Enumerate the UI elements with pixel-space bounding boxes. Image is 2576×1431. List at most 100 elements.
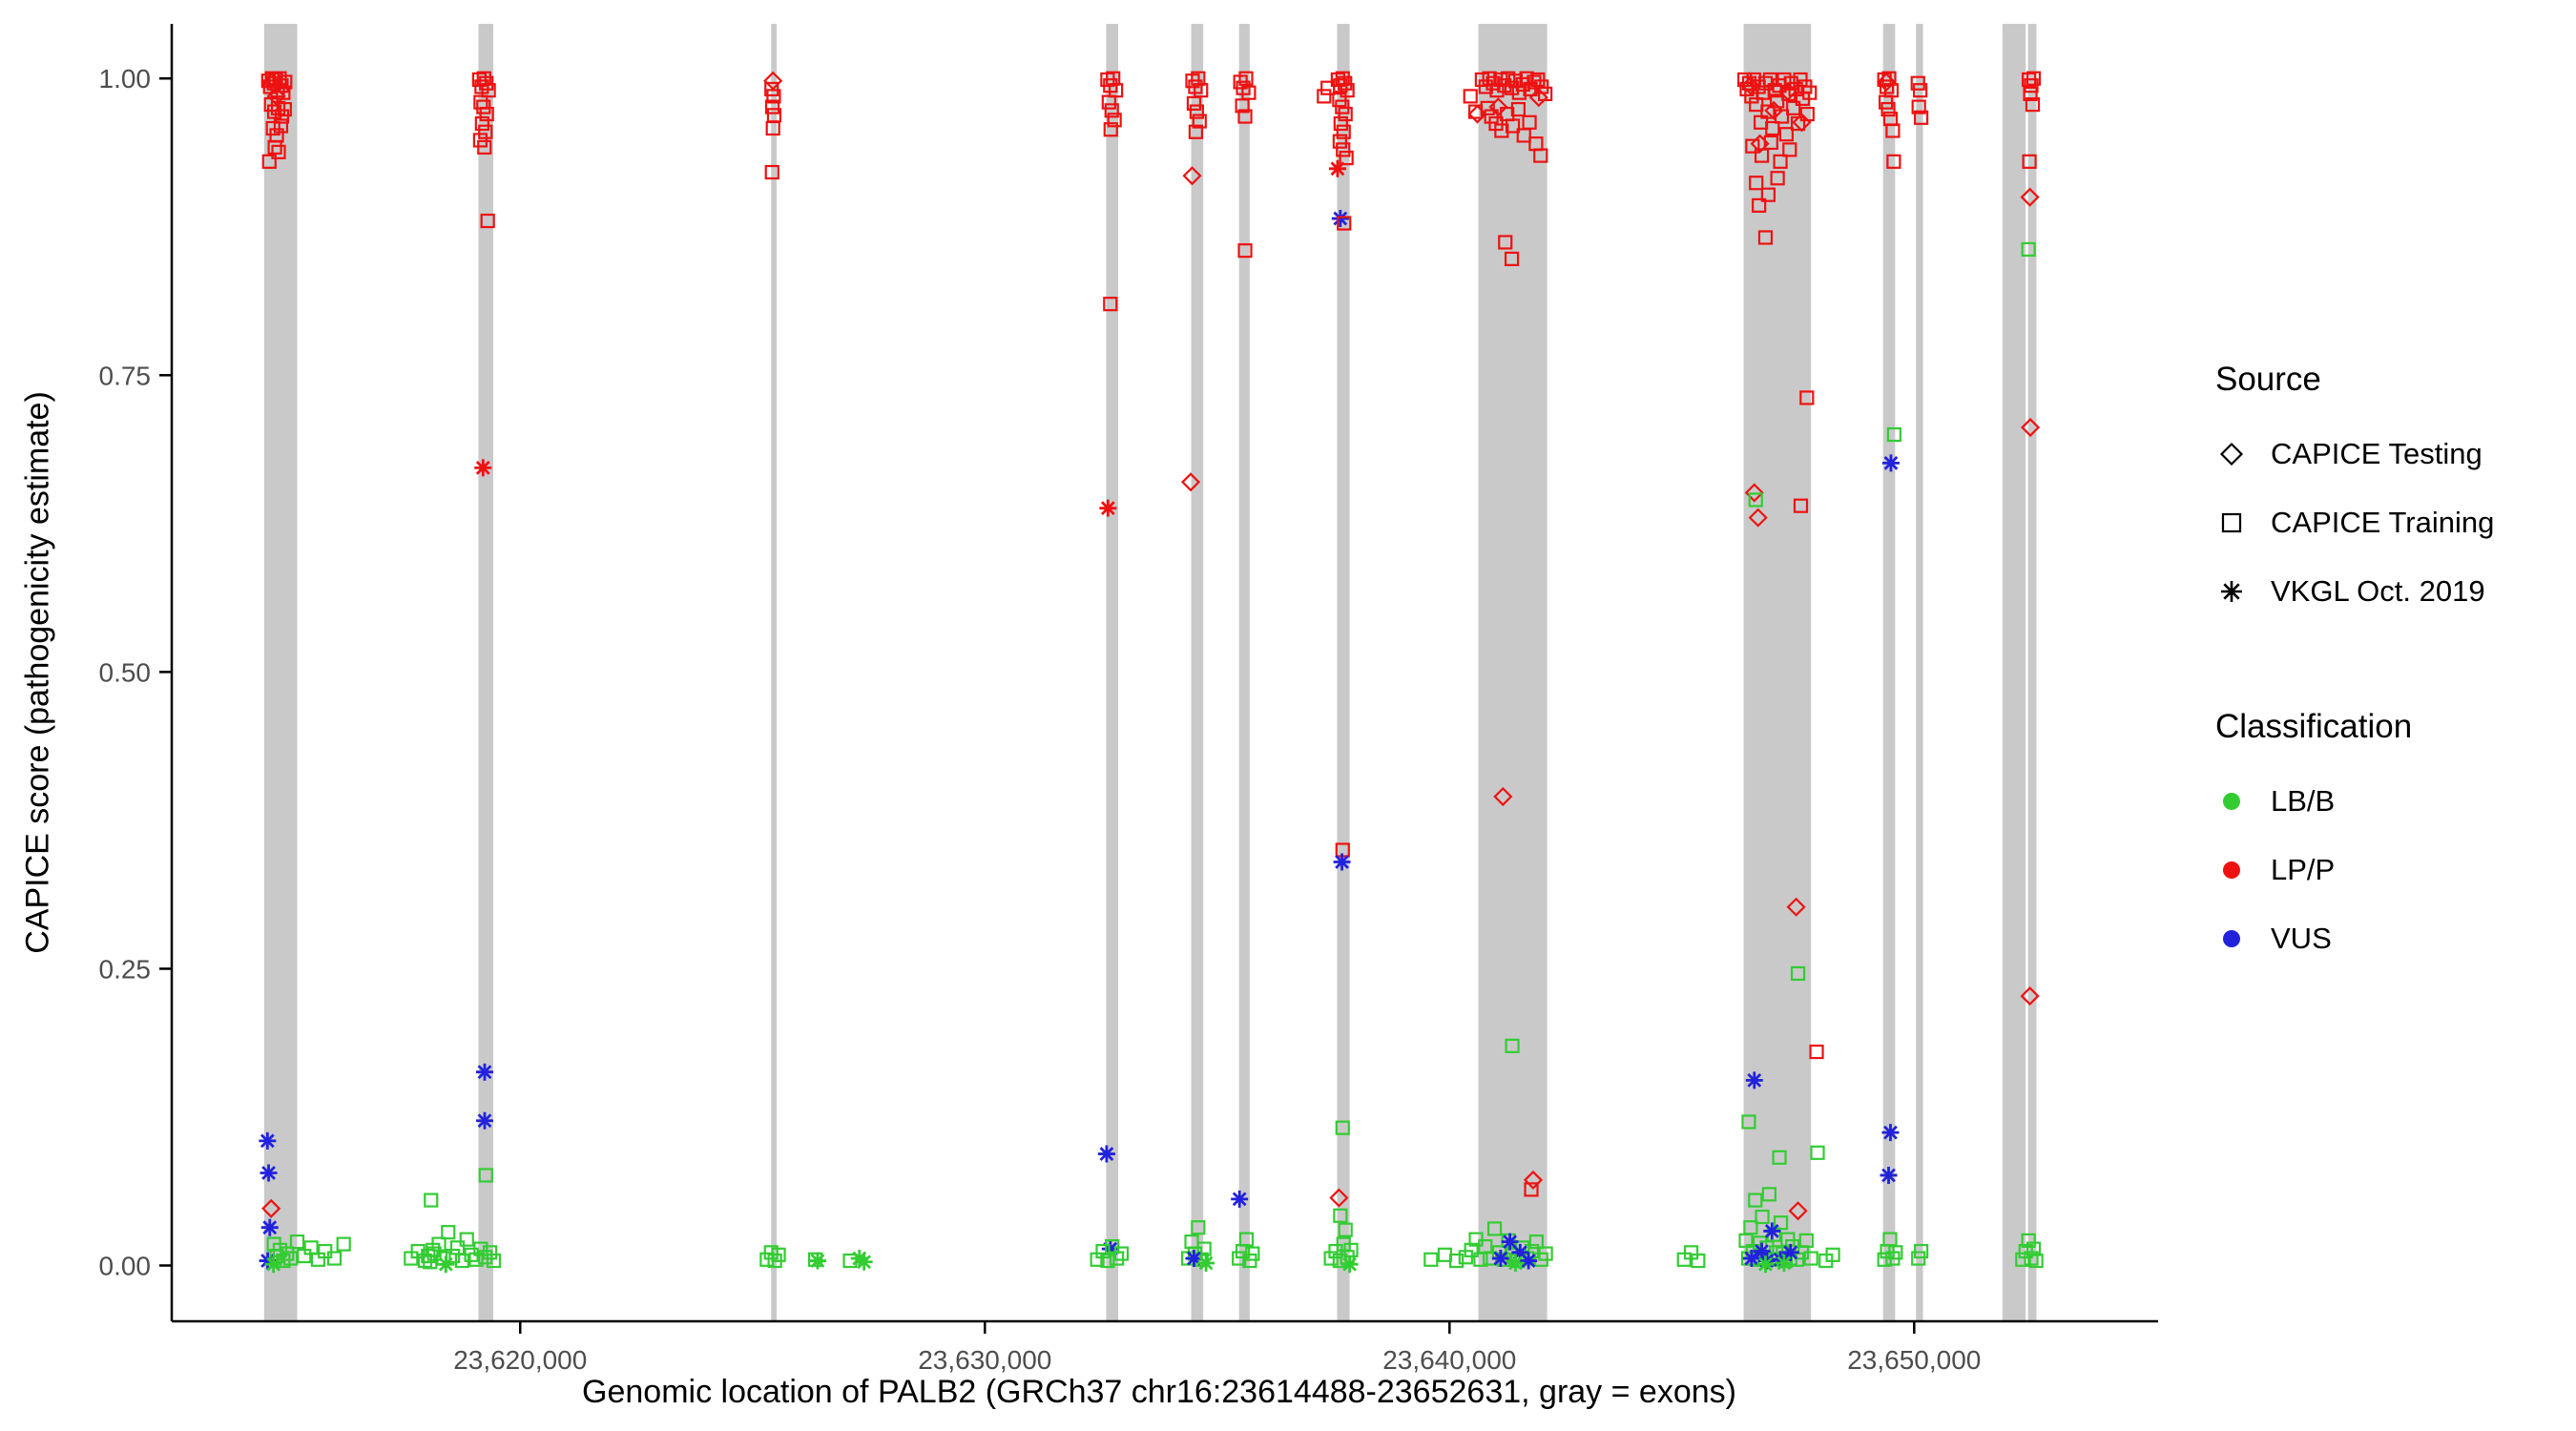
data-point: [481, 83, 496, 98]
data-point: [260, 1164, 278, 1182]
data-point: [1764, 100, 1784, 120]
data-point: [1880, 101, 1896, 117]
exon-bar: [1882, 24, 1896, 1321]
data-point: [441, 1225, 456, 1240]
data-point: [1328, 159, 1346, 177]
data-point: [2021, 418, 2041, 438]
exon-bar: [2002, 24, 2026, 1321]
data-point: [1510, 101, 1526, 117]
data-point: [326, 1251, 343, 1266]
data-point: [1109, 1251, 1125, 1266]
data-point: [2024, 1251, 2039, 1266]
data-point: [1744, 483, 1764, 503]
data-point: [1437, 1247, 1453, 1262]
data-point: [266, 86, 286, 106]
asterisk-icon: [2221, 581, 2242, 602]
exon-bar: [263, 24, 298, 1321]
data-point: [1885, 123, 1901, 138]
data-point: [289, 1234, 305, 1250]
data-point: [2021, 1233, 2036, 1248]
data-point: [1736, 72, 1753, 88]
legend-item-vus: VUS: [2215, 904, 2494, 973]
data-point: [1107, 113, 1122, 128]
red-dot-icon: [2223, 861, 2240, 879]
data-point: [1763, 1222, 1781, 1240]
data-point: [1749, 176, 1764, 191]
data-point: [1333, 853, 1351, 871]
data-point: [449, 1240, 466, 1255]
data-point: [1538, 1246, 1553, 1261]
data-point: [2021, 241, 2036, 258]
data-point: [1464, 1242, 1479, 1257]
data-point: [259, 1131, 277, 1150]
data-point: [437, 1255, 455, 1274]
data-point: [1482, 71, 1497, 86]
x-axis-title: Genomic location of PALB2 (GRCh37 chr16:…: [582, 1374, 1736, 1410]
data-point: [1343, 1242, 1359, 1257]
data-point: [264, 1255, 282, 1274]
data-point: [1781, 1243, 1799, 1261]
data-point: [1103, 122, 1118, 137]
data-point: [1097, 1145, 1115, 1163]
data-point: [1914, 110, 1929, 125]
data-point: [1511, 85, 1527, 100]
data-point: [1333, 1208, 1348, 1223]
data-point: [766, 89, 781, 104]
data-point: [1745, 1071, 1763, 1089]
data-point: [1095, 1243, 1111, 1259]
data-point: [1506, 1255, 1525, 1273]
data-point: [2023, 86, 2038, 102]
data-point: [479, 106, 494, 122]
data-point: [276, 85, 291, 100]
data-point: [1100, 1253, 1115, 1269]
legend-item-lpp: LP/P: [2215, 836, 2494, 904]
data-point: [765, 120, 780, 136]
data-point: [1750, 134, 1770, 154]
data-point: [1493, 786, 1513, 807]
data-point: [1104, 103, 1119, 118]
data-point: [1332, 134, 1347, 149]
data-point: [478, 124, 493, 139]
data-point: [1245, 1246, 1260, 1261]
data-point: [1773, 154, 1788, 169]
exon-bar: [771, 24, 778, 1321]
data-point: [1741, 1114, 1756, 1130]
data-point: [1494, 123, 1509, 138]
diamond-outline-icon: [2219, 442, 2244, 467]
data-point: [1491, 1250, 1509, 1268]
data-point: [2020, 187, 2040, 207]
data-point: [1498, 235, 1513, 250]
data-point: [1753, 1242, 1771, 1260]
data-point: [1825, 1247, 1840, 1262]
legend-item-capice-testing: CAPICE Testing: [2215, 420, 2494, 488]
data-point: [1763, 135, 1778, 151]
data-point: [1798, 1233, 1814, 1248]
data-point: [259, 1252, 277, 1270]
data-point: [1877, 72, 1897, 93]
legend-item-label: VUS: [2271, 922, 2332, 955]
data-point: [478, 1250, 493, 1265]
legend-item-lbb: LB/B: [2215, 767, 2494, 836]
data-point: [1113, 1246, 1130, 1261]
data-point: [1880, 1166, 1898, 1184]
data-point: [1745, 138, 1760, 154]
data-point: [1748, 492, 1763, 508]
data-point: [1511, 1243, 1529, 1261]
data-point: [476, 1063, 494, 1081]
data-point: [1528, 88, 1548, 108]
data-point: [842, 1253, 858, 1269]
data-point: [476, 1111, 494, 1130]
data-point: [1888, 1245, 1903, 1260]
data-point: [763, 71, 783, 91]
data-point: [1792, 113, 1812, 133]
data-point: [1333, 115, 1348, 132]
data-point: [1463, 89, 1478, 104]
data-point: [474, 115, 489, 132]
data-point: [1488, 97, 1508, 117]
data-point: [1182, 166, 1202, 186]
legend: Source CAPICE Testing CAPICE Training VK…: [2215, 361, 2494, 973]
data-point: [1527, 74, 1542, 90]
y-tick-label: 0.50: [99, 657, 152, 687]
y-tick-label: 1.00: [99, 64, 152, 93]
data-point: [1757, 230, 1774, 245]
